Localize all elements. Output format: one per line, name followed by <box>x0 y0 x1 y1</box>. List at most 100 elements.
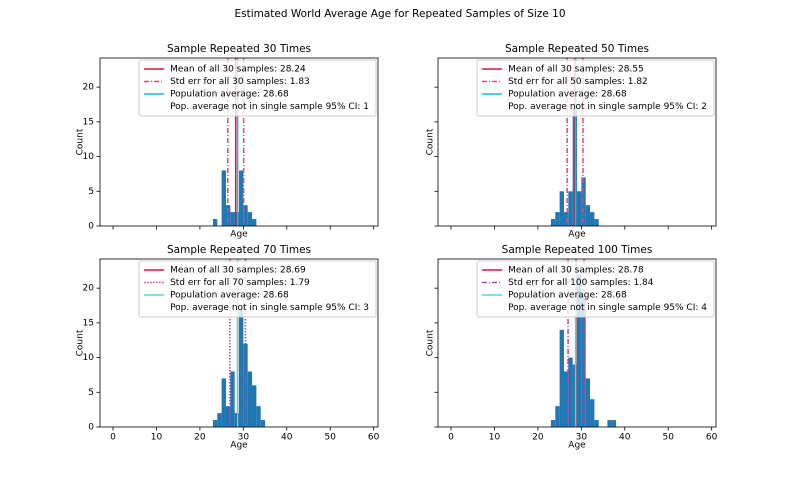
axes-frame <box>437 57 717 227</box>
bar <box>555 212 560 226</box>
x-axis-label: Age <box>568 230 586 240</box>
bar <box>585 205 591 226</box>
subplot-title: Sample Repeated 50 Times <box>505 43 649 55</box>
y-tick-label: 0 <box>88 423 94 433</box>
bar <box>247 371 253 427</box>
y-tick-label: 15 <box>83 318 94 328</box>
y-tick-label: 10 <box>83 353 95 363</box>
legend-label: Population average: 28.68 <box>508 291 627 301</box>
bar <box>568 191 573 226</box>
x-tick-label: 20 <box>532 433 544 443</box>
legend: Mean of all 30 samples: 28.55 Std err for… <box>476 59 715 117</box>
x-axis-label: Age <box>230 441 248 451</box>
legend-label: Pop. average not in single sample 95% CI… <box>170 303 369 313</box>
legend: Mean of all 30 samples: 28.78 Std err for… <box>476 260 715 318</box>
legend-label: Mean of all 30 samples: 28.55 <box>508 65 644 75</box>
bar <box>212 219 218 226</box>
legend-label: Population average: 28.68 <box>508 90 627 100</box>
axes-frame <box>437 258 717 428</box>
bar <box>252 385 257 427</box>
bar <box>577 274 582 427</box>
subplot-title: Sample Repeated 30 Times <box>167 43 311 55</box>
x-tick-label: 0 <box>448 433 454 443</box>
bar <box>550 420 556 427</box>
bar <box>590 399 595 427</box>
y-tick-label: 5 <box>88 187 94 197</box>
bar <box>260 420 266 427</box>
y-axis-label: Count <box>426 128 436 155</box>
legend-label: Std err for all 50 samples: 1.82 <box>508 77 648 87</box>
x-axis-label: Age <box>230 230 248 240</box>
bar <box>230 371 235 427</box>
legend-label: Std err for all 70 samples: 1.79 <box>170 278 310 288</box>
y-tick-label: 20 <box>83 83 95 93</box>
bar <box>611 420 617 427</box>
bar <box>572 364 577 427</box>
x-tick-label: 40 <box>619 433 631 443</box>
legend-box <box>138 260 377 318</box>
bar <box>607 420 612 427</box>
legend-label: Mean of all 30 samples: 28.69 <box>170 266 306 276</box>
x-tick-label: 30 <box>576 433 588 443</box>
bar <box>230 212 235 226</box>
y-axis-label: Count <box>76 329 86 356</box>
bar <box>239 308 244 427</box>
bar <box>217 413 222 427</box>
legend-box <box>476 59 715 117</box>
bar <box>234 212 239 226</box>
x-tick-label: 10 <box>151 433 163 443</box>
bar <box>559 191 564 226</box>
x-tick-label: 60 <box>706 433 718 443</box>
legend-label: Mean of all 30 samples: 28.24 <box>170 65 306 75</box>
axes-frame <box>99 258 379 428</box>
bar <box>247 212 253 226</box>
bar <box>590 212 595 226</box>
x-axis-label: Age <box>568 441 586 451</box>
bar <box>585 378 591 427</box>
bar <box>234 413 239 427</box>
figure-title: Estimated World Average Age for Repeated… <box>235 8 566 20</box>
bar <box>563 371 569 427</box>
bar <box>563 212 569 226</box>
legend-label: Pop. average not in single sample 95% CI… <box>508 102 707 112</box>
y-tick-label: 15 <box>83 117 94 127</box>
legend: Mean of all 30 samples: 28.69 Std err for… <box>138 260 377 318</box>
bar <box>577 191 582 226</box>
bar <box>252 219 257 226</box>
y-axis-label: Count <box>76 128 86 155</box>
subplot-title: Sample Repeated 70 Times <box>167 244 311 256</box>
y-tick-label: 10 <box>83 152 95 162</box>
y-tick-label: 20 <box>83 284 95 294</box>
legend-label: Population average: 28.68 <box>170 90 289 100</box>
bar <box>225 406 231 427</box>
subplot-title: Sample Repeated 100 Times <box>502 244 653 256</box>
bar <box>221 378 226 427</box>
x-tick-label: 10 <box>489 433 501 443</box>
x-tick-label: 20 <box>194 433 206 443</box>
x-tick-label: 40 <box>281 433 293 443</box>
bar <box>243 205 248 226</box>
bar <box>550 219 556 226</box>
x-tick-label: 30 <box>238 433 250 443</box>
bar <box>256 406 261 427</box>
x-tick-label: 50 <box>662 433 674 443</box>
legend-label: Population average: 28.68 <box>170 291 289 301</box>
legend-label: Pop. average not in single sample 95% CI… <box>170 102 369 112</box>
y-tick-label: 0 <box>88 222 94 232</box>
legend-box <box>476 260 715 318</box>
bar <box>594 219 599 226</box>
legend: Mean of all 30 samples: 28.24 Std err for… <box>138 59 377 117</box>
y-tick-label: 5 <box>88 388 94 398</box>
legend-label: Std err for all 100 samples: 1.84 <box>508 278 654 288</box>
legend-label: Mean of all 30 samples: 28.78 <box>508 266 644 276</box>
axes-frame <box>99 57 379 227</box>
bar <box>555 406 560 427</box>
y-axis-label: Count <box>426 329 436 356</box>
bar <box>239 170 244 226</box>
bar <box>212 420 218 427</box>
legend-box <box>138 59 377 117</box>
x-tick-label: 60 <box>368 433 380 443</box>
bar <box>221 170 226 226</box>
x-tick-label: 50 <box>324 433 336 443</box>
